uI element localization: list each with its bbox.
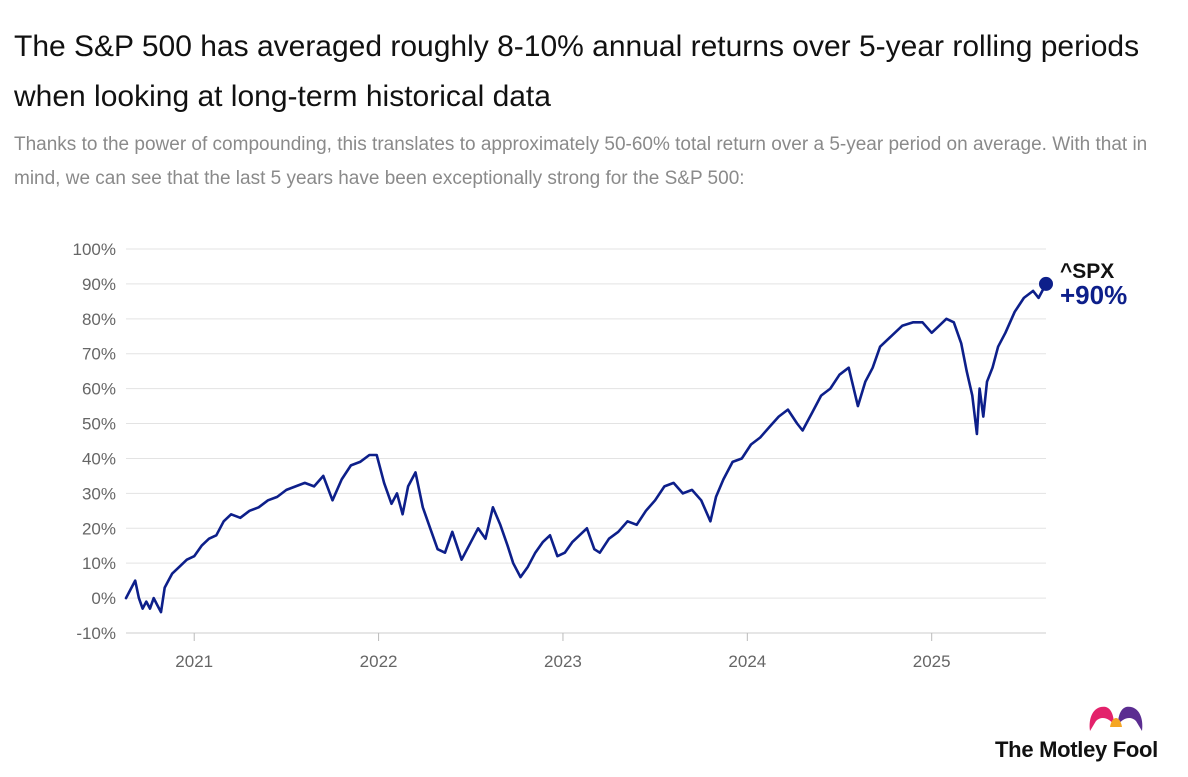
jester-cap-icon: [1089, 706, 1143, 731]
x-tick-label: 2025: [913, 652, 951, 671]
series-end-value-label: +90%: [1060, 280, 1127, 310]
y-tick-label: 70%: [82, 345, 116, 364]
y-tick-label: 20%: [82, 519, 116, 538]
y-tick-label: 80%: [82, 310, 116, 329]
y-tick-label: 0%: [91, 589, 116, 608]
y-tick-label: -10%: [76, 624, 116, 643]
end-labels: ^SPX+90%: [1060, 260, 1127, 310]
x-tick-label: 2024: [728, 652, 766, 671]
y-tick-label: 60%: [82, 380, 116, 399]
motley-fool-logo: The Motley Fool: [978, 701, 1158, 763]
chart-subtitle: Thanks to the power of compounding, this…: [14, 134, 1148, 189]
y-tick-label: 90%: [82, 275, 116, 294]
y-tick-label: 30%: [82, 484, 116, 503]
x-axis-ticks: 2021 2022 2023 2024 2025: [126, 632, 1046, 671]
y-tick-label: 100%: [73, 240, 116, 259]
y-axis-ticks: -10% 0% 10% 20% 30% 40% 50% 60% 70% 80% 90% 100%: [73, 240, 116, 643]
grid-lines: [126, 248, 1046, 634]
x-tick-label: 2021: [175, 652, 213, 671]
logo-wordmark: The Motley Fool: [995, 737, 1158, 762]
series-name-label: ^SPX: [1060, 260, 1114, 283]
series-line-spx: [124, 282, 1048, 614]
series-end-marker: [1039, 276, 1053, 291]
y-tick-label: 50%: [82, 415, 116, 434]
y-tick-label: 40%: [82, 449, 116, 468]
x-tick-label: 2022: [360, 652, 398, 671]
chart-title: The S&P 500 has averaged roughly 8-10% a…: [14, 30, 1140, 113]
x-tick-label: 2023: [544, 652, 582, 671]
y-tick-label: 10%: [82, 554, 116, 573]
series-layer: [124, 276, 1053, 614]
